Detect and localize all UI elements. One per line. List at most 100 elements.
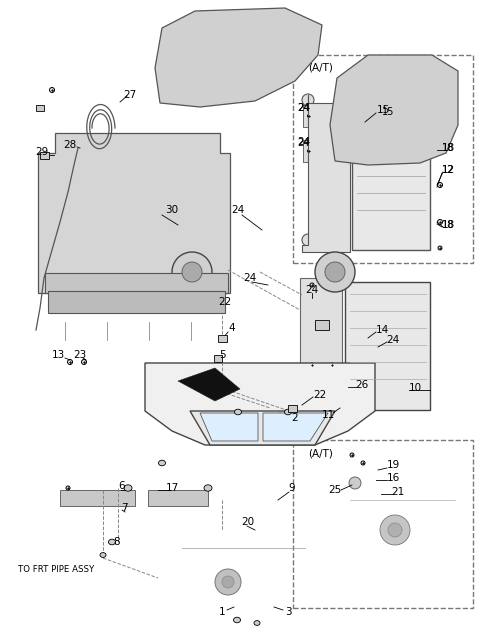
Circle shape xyxy=(68,360,72,365)
Polygon shape xyxy=(108,539,116,545)
Polygon shape xyxy=(38,133,230,293)
Bar xyxy=(217,334,227,341)
Bar xyxy=(303,140,315,162)
Bar xyxy=(293,55,473,263)
Text: 8: 8 xyxy=(114,537,120,547)
Text: 24: 24 xyxy=(298,103,311,113)
Text: 24: 24 xyxy=(305,285,319,295)
Circle shape xyxy=(40,153,50,163)
Polygon shape xyxy=(155,8,322,107)
Polygon shape xyxy=(158,460,166,466)
Bar xyxy=(288,404,297,411)
Polygon shape xyxy=(200,413,258,441)
Polygon shape xyxy=(190,411,335,445)
Text: 29: 29 xyxy=(36,147,48,157)
Circle shape xyxy=(437,182,443,187)
Text: 24: 24 xyxy=(243,273,257,283)
Circle shape xyxy=(82,360,86,365)
Circle shape xyxy=(437,146,443,151)
Text: 6: 6 xyxy=(119,481,125,491)
Polygon shape xyxy=(330,55,458,165)
Text: 16: 16 xyxy=(386,473,400,483)
Circle shape xyxy=(330,283,334,287)
Text: 3: 3 xyxy=(285,607,291,617)
Bar xyxy=(214,354,222,361)
Circle shape xyxy=(437,220,443,225)
Circle shape xyxy=(308,149,311,153)
Text: 24: 24 xyxy=(297,138,309,148)
Circle shape xyxy=(302,94,314,106)
Bar xyxy=(293,440,473,608)
Polygon shape xyxy=(100,553,106,558)
Polygon shape xyxy=(234,617,240,623)
Text: 9: 9 xyxy=(288,483,295,493)
Bar xyxy=(148,490,208,506)
Text: 12: 12 xyxy=(442,165,454,175)
Bar xyxy=(214,384,223,391)
Text: 19: 19 xyxy=(386,460,400,470)
Polygon shape xyxy=(124,485,132,491)
Bar xyxy=(303,105,315,127)
Text: (A/T): (A/T) xyxy=(308,63,333,73)
Text: 10: 10 xyxy=(408,383,421,393)
Polygon shape xyxy=(145,363,375,445)
Polygon shape xyxy=(263,413,328,441)
Text: 18: 18 xyxy=(442,143,454,153)
Polygon shape xyxy=(285,409,291,415)
Circle shape xyxy=(182,262,202,282)
Text: 18: 18 xyxy=(442,143,455,153)
Circle shape xyxy=(325,262,345,282)
Circle shape xyxy=(310,283,314,287)
Text: 14: 14 xyxy=(375,325,389,335)
Bar xyxy=(36,105,44,111)
Bar xyxy=(345,282,430,410)
Text: 25: 25 xyxy=(328,485,342,495)
Text: 4: 4 xyxy=(228,323,235,333)
Circle shape xyxy=(315,252,355,292)
Text: 24: 24 xyxy=(386,335,400,345)
Text: 20: 20 xyxy=(241,517,254,527)
Text: 22: 22 xyxy=(218,297,232,307)
Circle shape xyxy=(350,453,354,457)
Text: 23: 23 xyxy=(73,350,86,360)
Text: 15: 15 xyxy=(376,105,390,115)
Text: 2: 2 xyxy=(292,413,298,423)
Text: 24: 24 xyxy=(298,137,311,147)
Circle shape xyxy=(438,246,442,250)
Text: 27: 27 xyxy=(123,90,137,100)
Text: 5: 5 xyxy=(219,350,225,360)
Text: TO FRT PIPE ASSY: TO FRT PIPE ASSY xyxy=(18,565,94,575)
Circle shape xyxy=(222,576,234,588)
Text: 21: 21 xyxy=(391,487,405,497)
Circle shape xyxy=(380,515,410,545)
Polygon shape xyxy=(48,291,225,313)
Text: 15: 15 xyxy=(382,107,394,117)
Text: 28: 28 xyxy=(63,140,77,150)
Circle shape xyxy=(388,523,402,537)
Circle shape xyxy=(66,486,70,490)
Bar xyxy=(60,490,135,506)
Polygon shape xyxy=(178,368,240,401)
Text: 22: 22 xyxy=(313,390,326,400)
Circle shape xyxy=(330,363,334,367)
Bar xyxy=(300,278,342,373)
Text: 12: 12 xyxy=(442,165,455,175)
Polygon shape xyxy=(254,620,260,625)
Text: 11: 11 xyxy=(322,410,335,420)
Circle shape xyxy=(302,234,314,246)
Text: 18: 18 xyxy=(442,220,454,230)
Circle shape xyxy=(308,115,311,118)
Circle shape xyxy=(172,252,212,292)
Circle shape xyxy=(215,569,241,595)
Bar xyxy=(39,151,48,158)
Text: 18: 18 xyxy=(442,220,455,230)
Circle shape xyxy=(49,87,55,92)
Circle shape xyxy=(310,363,314,367)
Text: 7: 7 xyxy=(120,503,127,513)
Circle shape xyxy=(361,461,365,465)
Circle shape xyxy=(219,299,225,304)
Text: 24: 24 xyxy=(231,205,245,215)
Polygon shape xyxy=(235,409,241,415)
Text: 17: 17 xyxy=(166,483,179,493)
Text: 30: 30 xyxy=(165,205,178,215)
